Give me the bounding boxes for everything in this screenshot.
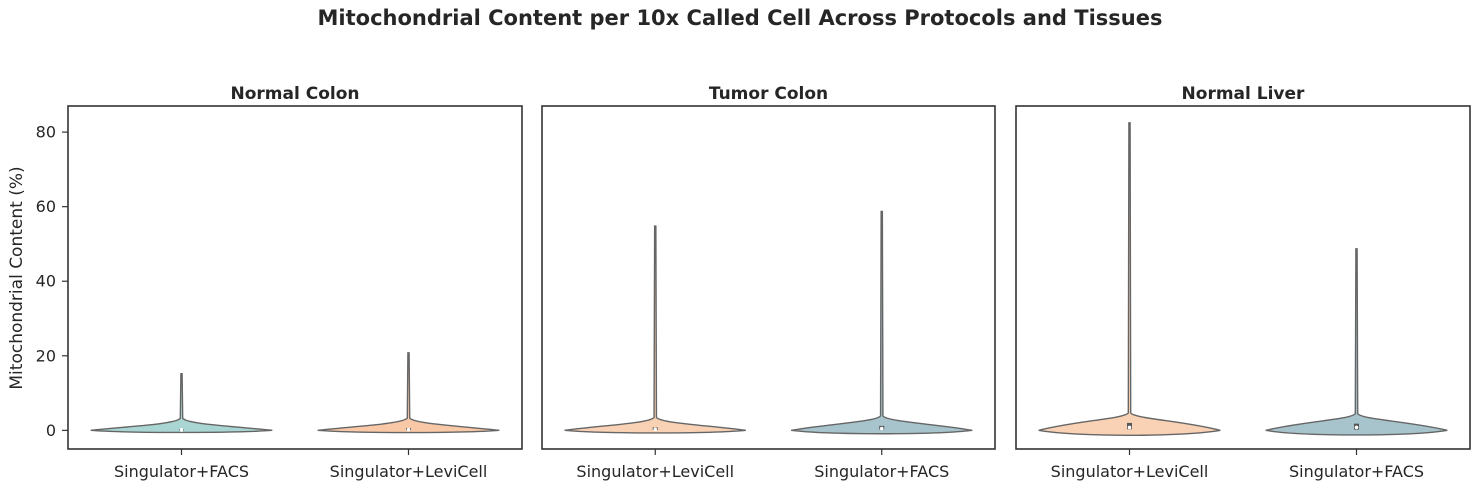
- y-tick-label: 80: [36, 123, 56, 142]
- panel-frame: [541, 105, 996, 450]
- y-tick-label: 40: [36, 272, 56, 291]
- panel-1: Tumor Colon Singulator+LeviCell Singulator…: [541, 84, 996, 481]
- violin-median: [653, 427, 658, 432]
- violin-2-1: [1265, 248, 1448, 436]
- violin-median: [1127, 425, 1132, 430]
- x-tick-label: Singulator+FACS: [814, 462, 949, 481]
- x-tick-label: Singulator+LeviCell: [1051, 462, 1209, 481]
- y-tick-label: 20: [36, 346, 56, 365]
- y-tick-label: 0: [46, 421, 56, 440]
- panel-frame: [1015, 105, 1471, 450]
- x-tick-label: Singulator+LeviCell: [330, 462, 488, 481]
- x-tick-label: Singulator+LeviCell: [576, 462, 734, 481]
- violin-1-1: [791, 210, 973, 435]
- panel-title: Normal Colon: [231, 84, 360, 104]
- panel-title: Tumor Colon: [709, 84, 828, 104]
- violin-2-0: [1038, 122, 1221, 437]
- panel-2: Normal Liver Singulator+LeviCell Singulato…: [1015, 84, 1471, 481]
- violin-0-0: [90, 372, 273, 434]
- y-axis-label: Mitochondrial Content (%): [7, 166, 27, 389]
- x-tick-label: Singulator+FACS: [114, 462, 249, 481]
- panel-frame: [67, 105, 523, 450]
- violin-median: [1354, 425, 1359, 430]
- violin-median: [179, 428, 184, 432]
- violin-median: [406, 427, 411, 432]
- violin-0-1: [317, 352, 500, 434]
- violin-1-0: [564, 225, 746, 434]
- violin-median: [879, 426, 884, 431]
- x-tick-label: Singulator+FACS: [1289, 462, 1424, 481]
- y-tick-label: 60: [36, 197, 56, 216]
- panel-title: Normal Liver: [1182, 84, 1305, 104]
- panels: 0 20 40 60 80 Normal Colon Singulator+FACS Sing…: [36, 84, 1471, 481]
- panel-0: Normal Colon Singulator+FACS Singulator+Le…: [67, 84, 523, 481]
- chart-title: Mitochondrial Content per 10x Called Cel…: [318, 6, 1163, 30]
